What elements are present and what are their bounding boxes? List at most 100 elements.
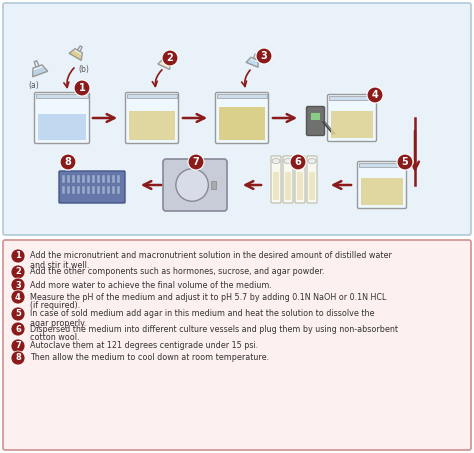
Bar (211, 181, 216, 189)
FancyBboxPatch shape (163, 159, 227, 211)
FancyBboxPatch shape (216, 92, 268, 144)
Polygon shape (77, 46, 82, 52)
Bar (72, 186, 75, 194)
Text: cotton wool.: cotton wool. (30, 333, 80, 342)
Ellipse shape (308, 159, 316, 164)
Bar (67, 186, 71, 194)
FancyBboxPatch shape (35, 92, 90, 144)
Text: (b): (b) (78, 65, 89, 74)
Bar (127, 94, 177, 98)
Bar (112, 175, 116, 183)
Text: Add the other components such as hormones, sucrose, and agar powder.: Add the other components such as hormone… (30, 268, 325, 276)
Circle shape (11, 249, 25, 263)
Circle shape (397, 154, 413, 170)
Text: 5: 5 (15, 309, 21, 318)
Circle shape (188, 154, 204, 170)
FancyBboxPatch shape (283, 156, 293, 203)
FancyBboxPatch shape (357, 162, 407, 208)
Text: Dispersed the medium into different culture vessels and plug them by using non-a: Dispersed the medium into different cult… (30, 324, 398, 333)
Bar (97, 186, 100, 194)
Bar (129, 111, 175, 140)
FancyBboxPatch shape (307, 106, 325, 135)
FancyBboxPatch shape (3, 240, 471, 450)
Bar (72, 175, 75, 183)
FancyBboxPatch shape (328, 95, 376, 141)
Polygon shape (246, 59, 258, 67)
Circle shape (11, 265, 25, 279)
Circle shape (256, 48, 272, 64)
Circle shape (367, 87, 383, 103)
Bar (92, 186, 95, 194)
Circle shape (60, 154, 76, 170)
Bar (297, 172, 303, 200)
Bar (82, 186, 85, 194)
Text: 7: 7 (192, 157, 200, 167)
Text: 4: 4 (15, 293, 21, 302)
Circle shape (11, 339, 25, 353)
Circle shape (11, 307, 25, 321)
FancyBboxPatch shape (307, 156, 317, 203)
Polygon shape (69, 50, 81, 60)
Text: 8: 8 (64, 157, 72, 167)
Bar (117, 186, 120, 194)
Bar (82, 175, 85, 183)
Text: 3: 3 (261, 51, 267, 61)
Polygon shape (33, 67, 48, 77)
Text: 2: 2 (15, 268, 21, 276)
Bar (67, 175, 71, 183)
Bar (107, 186, 110, 194)
Bar (329, 96, 375, 100)
Bar (62, 186, 65, 194)
Bar (36, 94, 88, 98)
Text: 6: 6 (15, 324, 21, 333)
Bar (359, 163, 405, 167)
Text: Autoclave them at 121 degrees centigrade under 15 psi.: Autoclave them at 121 degrees centigrade… (30, 342, 258, 351)
Text: 8: 8 (15, 353, 21, 362)
Bar (97, 175, 100, 183)
Ellipse shape (284, 159, 292, 164)
Bar (112, 186, 116, 194)
Circle shape (176, 169, 209, 201)
Circle shape (290, 154, 306, 170)
Polygon shape (34, 61, 39, 67)
Text: agar properly.: agar properly. (30, 318, 86, 328)
Polygon shape (158, 61, 170, 69)
Text: Measure the pH of the medium and adjust it to pH 5.7 by adding 0.1N NaOH or 0.1N: Measure the pH of the medium and adjust … (30, 293, 386, 302)
Bar (217, 94, 267, 98)
Text: 6: 6 (295, 157, 301, 167)
FancyBboxPatch shape (271, 156, 281, 203)
Text: Then allow the medium to cool down at room temperature.: Then allow the medium to cool down at ro… (30, 353, 269, 362)
Bar (117, 175, 120, 183)
Bar (38, 114, 86, 140)
Text: Add the micronutrient and macronutrient solution in the desired amount of distil: Add the micronutrient and macronutrient … (30, 251, 392, 260)
Text: 3: 3 (15, 280, 21, 289)
FancyBboxPatch shape (59, 171, 125, 203)
Circle shape (11, 278, 25, 292)
Text: 7: 7 (15, 342, 21, 351)
Bar (102, 186, 106, 194)
Circle shape (162, 50, 178, 66)
Text: 5: 5 (401, 157, 409, 167)
Bar (310, 112, 320, 120)
Circle shape (74, 80, 90, 96)
FancyBboxPatch shape (295, 156, 305, 203)
Ellipse shape (296, 159, 304, 164)
Text: 4: 4 (372, 90, 378, 100)
Circle shape (11, 351, 25, 365)
Circle shape (11, 322, 25, 336)
FancyBboxPatch shape (126, 92, 179, 144)
Bar (62, 175, 65, 183)
Bar (285, 172, 291, 200)
Text: 1: 1 (15, 251, 21, 260)
Circle shape (11, 290, 25, 304)
Bar (87, 175, 91, 183)
Ellipse shape (272, 159, 280, 164)
Text: and stir it well.: and stir it well. (30, 260, 90, 270)
Bar (219, 107, 265, 140)
Bar (102, 175, 106, 183)
Polygon shape (253, 54, 257, 59)
Text: (a): (a) (28, 81, 39, 90)
Bar (331, 111, 373, 138)
Bar (77, 186, 81, 194)
Text: In case of sold medium add agar in this medium and heat the solution to dissolve: In case of sold medium add agar in this … (30, 309, 374, 318)
